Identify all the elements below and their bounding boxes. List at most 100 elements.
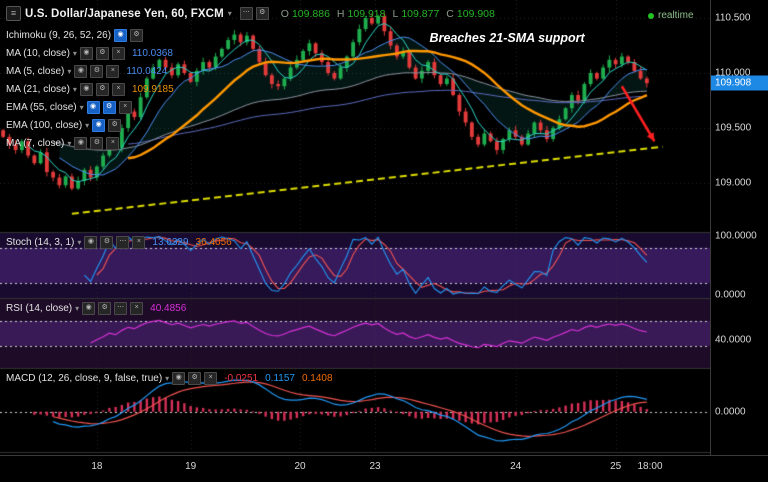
gear-icon[interactable]: ⚙	[108, 118, 122, 132]
chevron-down-icon[interactable]: ▾	[85, 120, 90, 130]
stoch-value: 13.6329	[152, 237, 189, 248]
time-tick: 23	[369, 461, 381, 472]
ohlc-values: O 109.886 H 109.918 L 109.877 C 109.908	[281, 8, 502, 20]
eye-icon[interactable]: ◉	[74, 64, 88, 78]
chevron-down-icon[interactable]: ▾	[67, 66, 72, 76]
eye-icon[interactable]: ◉	[84, 236, 98, 249]
close-icon[interactable]: ×	[106, 64, 120, 78]
time-tick: 25	[610, 461, 622, 472]
chart-menu-icon[interactable]: ≡	[6, 6, 21, 21]
eye-icon[interactable]: ◉	[92, 118, 106, 132]
chevron-down-icon[interactable]: ▾	[227, 9, 232, 18]
stoch-pane-header[interactable]: Stoch (14, 3, 1) ▾ ◉ ⚙ ⋯ × 13.6329 36.4056	[6, 236, 232, 249]
indicator-row[interactable]: MA (5, close) ▾ ◉ ⚙ × 110.0424	[6, 62, 174, 80]
gear-icon[interactable]: ⚙	[95, 82, 109, 96]
macd-pane-header[interactable]: MACD (12, 26, close, 9, false, true) ▾ ◉ ⚙ ×…	[6, 372, 333, 385]
ohlc-label: H	[336, 7, 345, 20]
chevron-down-icon[interactable]: ▾	[72, 84, 77, 94]
gear-icon[interactable]: ⚙	[95, 46, 109, 60]
chart-annotation[interactable]: Breaches 21-SMA support	[429, 31, 585, 46]
rsi-pane-header[interactable]: RSI (14, close) ▾ ◉ ⚙ ⋯ × 40.4856	[6, 302, 186, 315]
time-tick: 20	[294, 461, 306, 472]
gear-icon[interactable]: ⚙	[255, 7, 269, 20]
indicator-label: MA (21, close)	[6, 83, 70, 95]
header-buttons: ⋯ ⚙	[239, 7, 269, 20]
rsi-tick: 40.0000	[715, 334, 752, 346]
close-icon[interactable]: ×	[204, 372, 218, 385]
time-tick: 18	[91, 461, 103, 472]
indicator-legend: Ichimoku (9, 26, 52, 26) ◉ ⚙ MA (10, close)…	[6, 26, 174, 152]
indicator-value: 109.9185	[131, 83, 174, 95]
stoch-title: Stoch (14, 3, 1)	[6, 237, 75, 248]
chevron-down-icon[interactable]: ▾	[75, 304, 80, 313]
chevron-down-icon[interactable]: ▾	[67, 138, 72, 148]
gear-icon[interactable]: ⚙	[130, 28, 144, 42]
indicator-label: EMA (100, close)	[6, 119, 83, 131]
gear-icon[interactable]: ⚙	[100, 236, 114, 249]
indicator-row[interactable]: EMA (100, close) ▾ ◉ ⚙	[6, 116, 174, 134]
macd-value: 0.1157	[265, 373, 295, 384]
macd-tick: 0.0000	[715, 406, 746, 418]
rsi-value: 40.4856	[150, 303, 187, 314]
close-icon[interactable]: ×	[106, 136, 120, 150]
price-tick: 109.000	[715, 177, 752, 189]
indicator-label: MA (7, close)	[6, 137, 65, 149]
eye-icon[interactable]: ◉	[172, 372, 186, 385]
macd-value: -0.0251	[224, 373, 259, 384]
eye-icon[interactable]: ◉	[79, 46, 93, 60]
time-tick: 24	[510, 461, 522, 472]
eye-icon[interactable]: ◉	[114, 28, 128, 42]
time-tick: 18:00	[637, 461, 663, 472]
realtime-dot-icon	[648, 12, 654, 19]
gear-icon[interactable]: ⚙	[90, 136, 104, 150]
gear-icon[interactable]: ⚙	[102, 100, 116, 114]
dots-icon[interactable]: ⋯	[239, 7, 253, 20]
ohlc-value: 109.918	[347, 7, 386, 20]
dots-icon[interactable]: ⋯	[114, 302, 128, 315]
indicator-value: 110.0424	[126, 65, 168, 77]
last-price-badge: 109.908	[711, 75, 768, 91]
gear-icon[interactable]: ⚙	[188, 372, 202, 385]
price-tick: 109.500	[715, 122, 752, 134]
ohlc-label: C	[446, 7, 454, 20]
gear-icon[interactable]: ⚙	[98, 302, 112, 315]
gear-icon[interactable]: ⚙	[90, 64, 104, 78]
ohlc-label: L	[392, 7, 399, 20]
eye-icon[interactable]: ◉	[82, 302, 96, 315]
ohlc-value: 109.908	[456, 7, 495, 20]
chevron-down-icon[interactable]: ▾	[79, 102, 84, 112]
close-icon[interactable]: ×	[111, 82, 125, 96]
stoch-tick: 100.0000	[715, 230, 757, 242]
chevron-down-icon[interactable]: ▾	[72, 48, 77, 58]
eye-icon[interactable]: ◉	[79, 82, 93, 96]
ohlc-value: 109.886	[291, 7, 330, 20]
indicator-row[interactable]: MA (10, close) ▾ ◉ ⚙ × 110.0368	[6, 44, 174, 62]
chevron-down-icon[interactable]: ▾	[165, 374, 170, 383]
close-icon[interactable]: ×	[132, 236, 146, 249]
dots-icon[interactable]: ⋯	[116, 236, 130, 249]
indicator-row[interactable]: MA (21, close) ▾ ◉ ⚙ × 109.9185	[6, 80, 174, 98]
indicator-row[interactable]: EMA (55, close) ▾ ◉ ⚙ ×	[6, 98, 174, 116]
indicator-label: MA (10, close)	[6, 47, 70, 59]
indicator-label: EMA (55, close)	[6, 101, 77, 113]
indicator-row[interactable]: Ichimoku (9, 26, 52, 26) ◉ ⚙	[6, 26, 174, 44]
realtime-label: realtime	[658, 10, 694, 21]
indicator-value: 110.0368	[131, 47, 173, 59]
time-axis[interactable]: 18 19 20 23 24 25 18:00	[0, 455, 768, 482]
chevron-down-icon[interactable]: ▾	[77, 238, 82, 247]
eye-icon[interactable]: ◉	[74, 136, 88, 150]
close-icon[interactable]: ×	[111, 46, 125, 60]
symbol-title[interactable]: U.S. Dollar/Japanese Yen, 60, FXCM	[25, 7, 224, 20]
time-tick: 19	[185, 461, 197, 472]
macd-title: MACD (12, 26, close, 9, false, true)	[6, 373, 163, 384]
symbol-header: ≡ U.S. Dollar/Japanese Yen, 60, FXCM ▾ ⋯…	[6, 6, 502, 21]
macd-value: 0.1408	[301, 373, 333, 384]
realtime-indicator: realtime	[648, 10, 694, 21]
close-icon[interactable]: ×	[130, 302, 144, 315]
price-axis[interactable]: 110.500 110.000 109.500 109.000 100.0000 0.00…	[710, 0, 768, 455]
close-icon[interactable]: ×	[118, 100, 132, 114]
stoch-value: 36.4056	[195, 237, 232, 248]
eye-icon[interactable]: ◉	[86, 100, 100, 114]
indicator-row[interactable]: MA (7, close) ▾ ◉ ⚙ ×	[6, 134, 174, 152]
